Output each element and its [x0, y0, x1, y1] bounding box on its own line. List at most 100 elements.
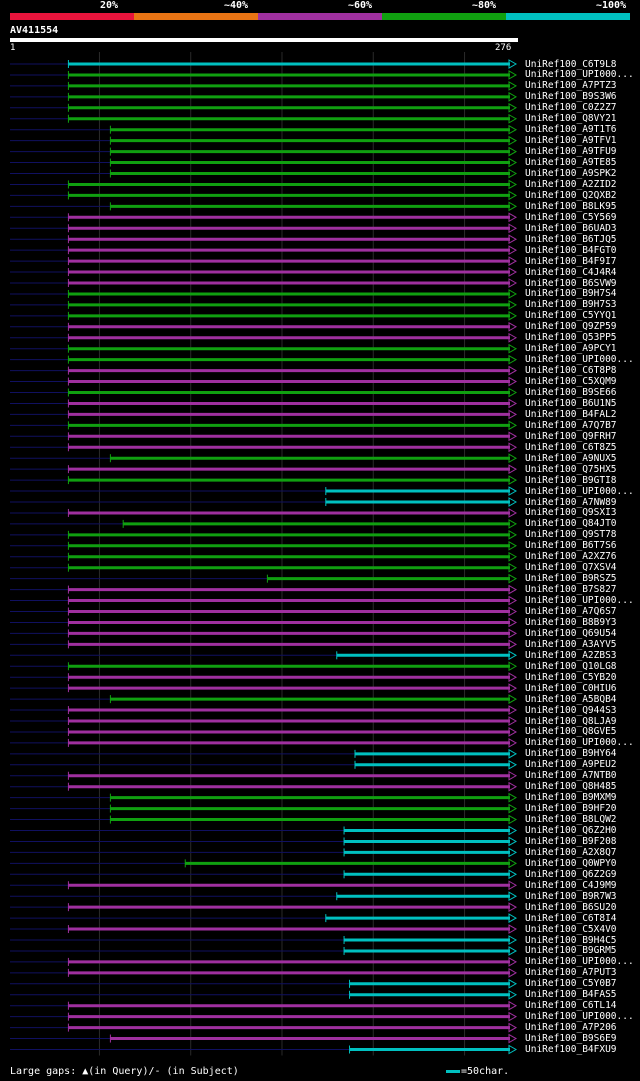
- hit-label-link[interactable]: UniRef100_Q75HX5: [525, 463, 617, 475]
- hit-label-link[interactable]: UniRef100_A9T1T6: [525, 124, 617, 136]
- hit-label-link[interactable]: UniRef100_Q69U54: [525, 627, 617, 639]
- hit-label-link[interactable]: UniRef100_B6SVW9: [525, 277, 617, 289]
- hit-label-link[interactable]: UniRef100_C4J9M9: [525, 879, 617, 891]
- hit-label-link[interactable]: UniRef100_Q53PP5: [525, 332, 617, 344]
- hit-label-link[interactable]: UniRef100_Q10LG8: [525, 660, 617, 672]
- hit-label-link[interactable]: UniRef100_Q84JT0: [525, 518, 617, 530]
- hit-label-link[interactable]: UniRef100_C4J4R4: [525, 266, 617, 278]
- hit-label-link[interactable]: UniRef100_A2X8Q7: [525, 846, 617, 858]
- ruler-end-label: 276: [495, 43, 512, 53]
- hit-label-link[interactable]: UniRef100_B9H4C5: [525, 934, 617, 946]
- hit-label-link[interactable]: UniRef100_Q8H485: [525, 781, 617, 793]
- hit-label-link[interactable]: UniRef100_UPI000...: [525, 595, 634, 607]
- ruler-start-label: 1: [10, 43, 16, 53]
- hit-label-link[interactable]: UniRef100_B4FAL2: [525, 408, 617, 420]
- hit-label-link[interactable]: UniRef100_A3AYV5: [525, 638, 617, 650]
- hit-label-link[interactable]: UniRef100_A9NUX5: [525, 452, 617, 464]
- hit-label-link[interactable]: UniRef100_UPI000...: [525, 737, 634, 749]
- hit-label-link[interactable]: UniRef100_A9PEU2: [525, 759, 617, 771]
- hit-label-link[interactable]: UniRef100_Q6Z2G9: [525, 868, 617, 880]
- hit-label-link[interactable]: UniRef100_UPI000...: [525, 1011, 634, 1023]
- hit-label-link[interactable]: UniRef100_Q9ST78: [525, 529, 617, 541]
- hit-label-link[interactable]: UniRef100_A7PTZ3: [525, 80, 617, 92]
- hit-label-link[interactable]: UniRef100_B9SE66: [525, 387, 617, 398]
- hit-label-link[interactable]: UniRef100_Q9SXI3: [525, 507, 617, 519]
- hit-label-link[interactable]: UniRef100_Q9ZP59: [525, 321, 617, 333]
- hit-label-link[interactable]: UniRef100_A9PCY1: [525, 343, 617, 355]
- hit-label-link[interactable]: UniRef100_A7Q7B7: [525, 419, 617, 431]
- hit-label-link[interactable]: UniRef100_UPI000...: [525, 956, 634, 968]
- query-bar: [10, 38, 518, 42]
- hit-label-link[interactable]: UniRef100_C5XQM9: [525, 376, 617, 388]
- hit-label-link[interactable]: UniRef100_C6T9L8: [525, 58, 617, 70]
- hit-label-link[interactable]: UniRef100_C5X4V0: [525, 923, 617, 935]
- hit-label-link[interactable]: UniRef100_A7P206: [525, 1022, 617, 1034]
- hit-label-link[interactable]: UniRef100_A7NW89: [525, 496, 617, 508]
- hit-label-link[interactable]: UniRef100_A2ZBS3: [525, 649, 617, 661]
- hit-label-link[interactable]: UniRef100_A7NTB0: [525, 770, 617, 782]
- hit-label-link[interactable]: UniRef100_B9H7S3: [525, 299, 617, 311]
- legend-color-bar: [10, 13, 134, 20]
- legend-label: ~100%: [596, 0, 627, 11]
- hit-label-link[interactable]: UniRef100_B9RSZ5: [525, 573, 617, 585]
- hit-label-link[interactable]: UniRef100_B4FAS5: [525, 989, 617, 1001]
- hit-label-link[interactable]: UniRef100_B4FXU9: [525, 1044, 617, 1055]
- hit-label-link[interactable]: UniRef100_Q8GVE5: [525, 726, 617, 738]
- hit-label-link[interactable]: UniRef100_Q2QXB2: [525, 189, 617, 201]
- hit-label-link[interactable]: UniRef100_B8LQW2: [525, 814, 617, 826]
- hit-label-link[interactable]: UniRef100_UPI000...: [525, 69, 634, 81]
- hit-label-link[interactable]: UniRef100_B9F208: [525, 835, 617, 847]
- hit-label-link[interactable]: UniRef100_A2XZ76: [525, 551, 617, 563]
- hit-label-link[interactable]: UniRef100_C5YYQ1: [525, 310, 617, 322]
- legend-label: ~40%: [224, 0, 249, 11]
- hit-label-link[interactable]: UniRef100_Q8VY21: [525, 113, 617, 125]
- legend-color-bar: [258, 13, 382, 20]
- hit-label-link[interactable]: UniRef100_Q8LJA9: [525, 715, 617, 727]
- hit-label-link[interactable]: UniRef100_B6U1N5: [525, 397, 617, 409]
- hit-label-link[interactable]: UniRef100_A9TFV1: [525, 135, 617, 147]
- hit-label-link[interactable]: UniRef100_B9MXM9: [525, 792, 617, 804]
- hit-label-link[interactable]: UniRef100_A2ZID2: [525, 178, 617, 190]
- hit-label-link[interactable]: UniRef100_Q9FRH7: [525, 430, 617, 442]
- hit-label-link[interactable]: UniRef100_B9GRM5: [525, 945, 617, 957]
- hit-label-link[interactable]: UniRef100_B9HF20: [525, 803, 617, 815]
- hit-label-link[interactable]: UniRef100_B9H7S4: [525, 288, 617, 300]
- hit-label-link[interactable]: UniRef100_A7Q6S7: [525, 606, 617, 617]
- hit-label-link[interactable]: UniRef100_B7S827: [525, 584, 617, 596]
- hit-label-link[interactable]: UniRef100_B6SU20: [525, 901, 617, 913]
- hit-label-link[interactable]: UniRef100_C6TL14: [525, 1000, 617, 1012]
- hit-label-link[interactable]: UniRef100_C6T8I4: [525, 912, 617, 924]
- hit-label-link[interactable]: UniRef100_C0Z2Z7: [525, 102, 617, 114]
- hit-label-link[interactable]: UniRef100_B8LK95: [525, 200, 617, 212]
- hit-label-link[interactable]: UniRef100_A9TFU9: [525, 146, 617, 158]
- hit-label-link[interactable]: UniRef100_C5Y0B7: [525, 978, 617, 990]
- hit-label-link[interactable]: UniRef100_B6T7S6: [525, 540, 617, 552]
- hit-label-link[interactable]: UniRef100_UPI000...: [525, 485, 634, 497]
- hit-label-link[interactable]: UniRef100_Q6Z2H0: [525, 825, 617, 836]
- hit-label-link[interactable]: UniRef100_C6T8P8: [525, 365, 617, 377]
- hit-label-link[interactable]: UniRef100_B9R7W3: [525, 890, 617, 902]
- hit-label-link[interactable]: UniRef100_A5BQB4: [525, 693, 617, 705]
- hit-label-link[interactable]: UniRef100_B6TJQ5: [525, 233, 617, 245]
- hit-label-link[interactable]: UniRef100_A9SPK2: [525, 168, 617, 179]
- legend-color-bar: [506, 13, 630, 20]
- hit-label-link[interactable]: UniRef100_Q0WPY0: [525, 857, 617, 869]
- hit-label-link[interactable]: UniRef100_C0HIU6: [525, 682, 617, 694]
- hit-label-link[interactable]: UniRef100_B4FGT0: [525, 244, 617, 256]
- hit-label-link[interactable]: UniRef100_Q7XSV4: [525, 562, 617, 574]
- hit-label-link[interactable]: UniRef100_B9GTI8: [525, 474, 617, 486]
- hit-label-link[interactable]: UniRef100_UPI000...: [525, 354, 634, 366]
- hit-label-link[interactable]: UniRef100_C5Y569: [525, 211, 617, 223]
- hit-label-link[interactable]: UniRef100_B4F9I7: [525, 255, 617, 267]
- hit-label-link[interactable]: UniRef100_A7PUT3: [525, 967, 617, 979]
- hit-label-link[interactable]: UniRef100_B8B9Y3: [525, 616, 617, 628]
- hit-label-link[interactable]: UniRef100_A9TE85: [525, 157, 617, 169]
- hit-label-link[interactable]: UniRef100_B9S3W6: [525, 91, 617, 103]
- scale-legend: =50char.: [446, 1066, 509, 1078]
- hit-label-link[interactable]: UniRef100_C5YB20: [525, 671, 617, 683]
- hit-label-link[interactable]: UniRef100_B9S6E9: [525, 1033, 617, 1045]
- hit-label-link[interactable]: UniRef100_B9HY64: [525, 748, 617, 760]
- hit-label-link[interactable]: UniRef100_C6T8Z5: [525, 441, 617, 453]
- hit-label-link[interactable]: UniRef100_B6UAD3: [525, 222, 617, 234]
- hit-label-link[interactable]: UniRef100_Q944S3: [525, 704, 617, 716]
